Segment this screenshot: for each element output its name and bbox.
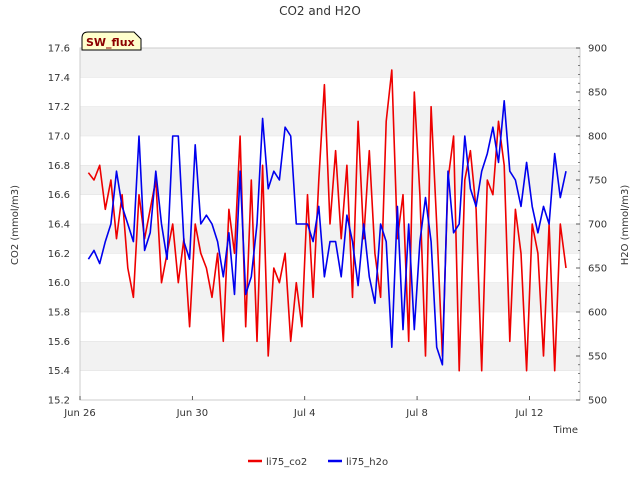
- left-tick-label-8: 16.8: [48, 161, 70, 172]
- left-tick-label-3: 15.8: [48, 308, 70, 319]
- badge-label: SW_flux: [86, 36, 135, 49]
- plot-background-bands: [80, 47, 580, 401]
- right-tick-label-2: 600: [588, 308, 607, 319]
- x-tick-label-4: Jul 12: [514, 408, 543, 419]
- right-tick-label-0: 500: [588, 396, 607, 407]
- x-tick-label-2: Jul 4: [293, 408, 316, 419]
- x-tick-label-3: Jul 8: [405, 408, 428, 419]
- left-tick-label-9: 17.0: [48, 132, 70, 143]
- left-tick-label-7: 16.6: [48, 190, 70, 201]
- band-3: [80, 282, 580, 312]
- band-8: [80, 136, 580, 166]
- left-tick-label-5: 16.2: [48, 249, 70, 260]
- right-tick-label-6: 800: [588, 132, 607, 143]
- left-tick-label-6: 16.4: [48, 220, 70, 231]
- band-4: [80, 253, 580, 283]
- band-1: [80, 341, 580, 371]
- left-tick-label-12: 17.6: [48, 44, 70, 55]
- right-tick-label-8: 900: [588, 44, 607, 55]
- legend-label-h2o: li75_h2o: [346, 457, 388, 468]
- y-axis-left-label: CO2 (mmol/m3): [10, 185, 21, 265]
- x-axis-label: Time: [553, 425, 578, 436]
- x-tick-label-1: Jun 30: [176, 408, 209, 419]
- left-y-axis: 15.2 15.4 15.6 15.8 16.0 16.2 16.4 16.6 16.8 17.0…: [48, 44, 70, 407]
- left-tick-label-1: 15.4: [48, 366, 70, 377]
- right-tick-label-4: 700: [588, 220, 607, 231]
- legend: li75_co2 li75_h2o: [248, 457, 388, 468]
- legend-label-co2: li75_co2: [266, 457, 307, 468]
- left-tick-label-2: 15.6: [48, 337, 70, 348]
- series-layer: [87, 69, 567, 372]
- right-y-axis: 500 550 600 650 700 750 800 850 900: [576, 44, 607, 407]
- right-tick-label-1: 550: [588, 352, 607, 363]
- band-5: [80, 224, 580, 254]
- x-tick-label-0: Jun 26: [63, 408, 96, 419]
- band-0: [80, 370, 580, 400]
- badge-shape: [81, 31, 142, 51]
- band-9: [80, 106, 580, 136]
- band-11: [80, 48, 580, 78]
- band-7: [80, 165, 580, 195]
- series-line-li75_h2o: [87, 100, 567, 366]
- left-tick-label-10: 17.2: [48, 102, 70, 113]
- right-tick-label-5: 750: [588, 176, 607, 187]
- left-tick-label-4: 16.0: [48, 278, 70, 289]
- left-tick-label-11: 17.4: [48, 73, 70, 84]
- band-2: [80, 312, 580, 342]
- x-axis: Jun 26 Jun 30 Jul 4 Jul 8 Jul 12: [63, 396, 543, 419]
- chart-title: CO2 and H2O: [279, 4, 361, 18]
- band-10: [80, 77, 580, 107]
- y-axis-right-label: H2O (mmol/m3): [620, 185, 631, 266]
- right-tick-label-3: 650: [588, 264, 607, 275]
- right-tick-label-7: 850: [588, 88, 607, 99]
- left-tick-label-0: 15.2: [48, 396, 70, 407]
- sw-flux-badge: SW_flux: [81, 31, 142, 51]
